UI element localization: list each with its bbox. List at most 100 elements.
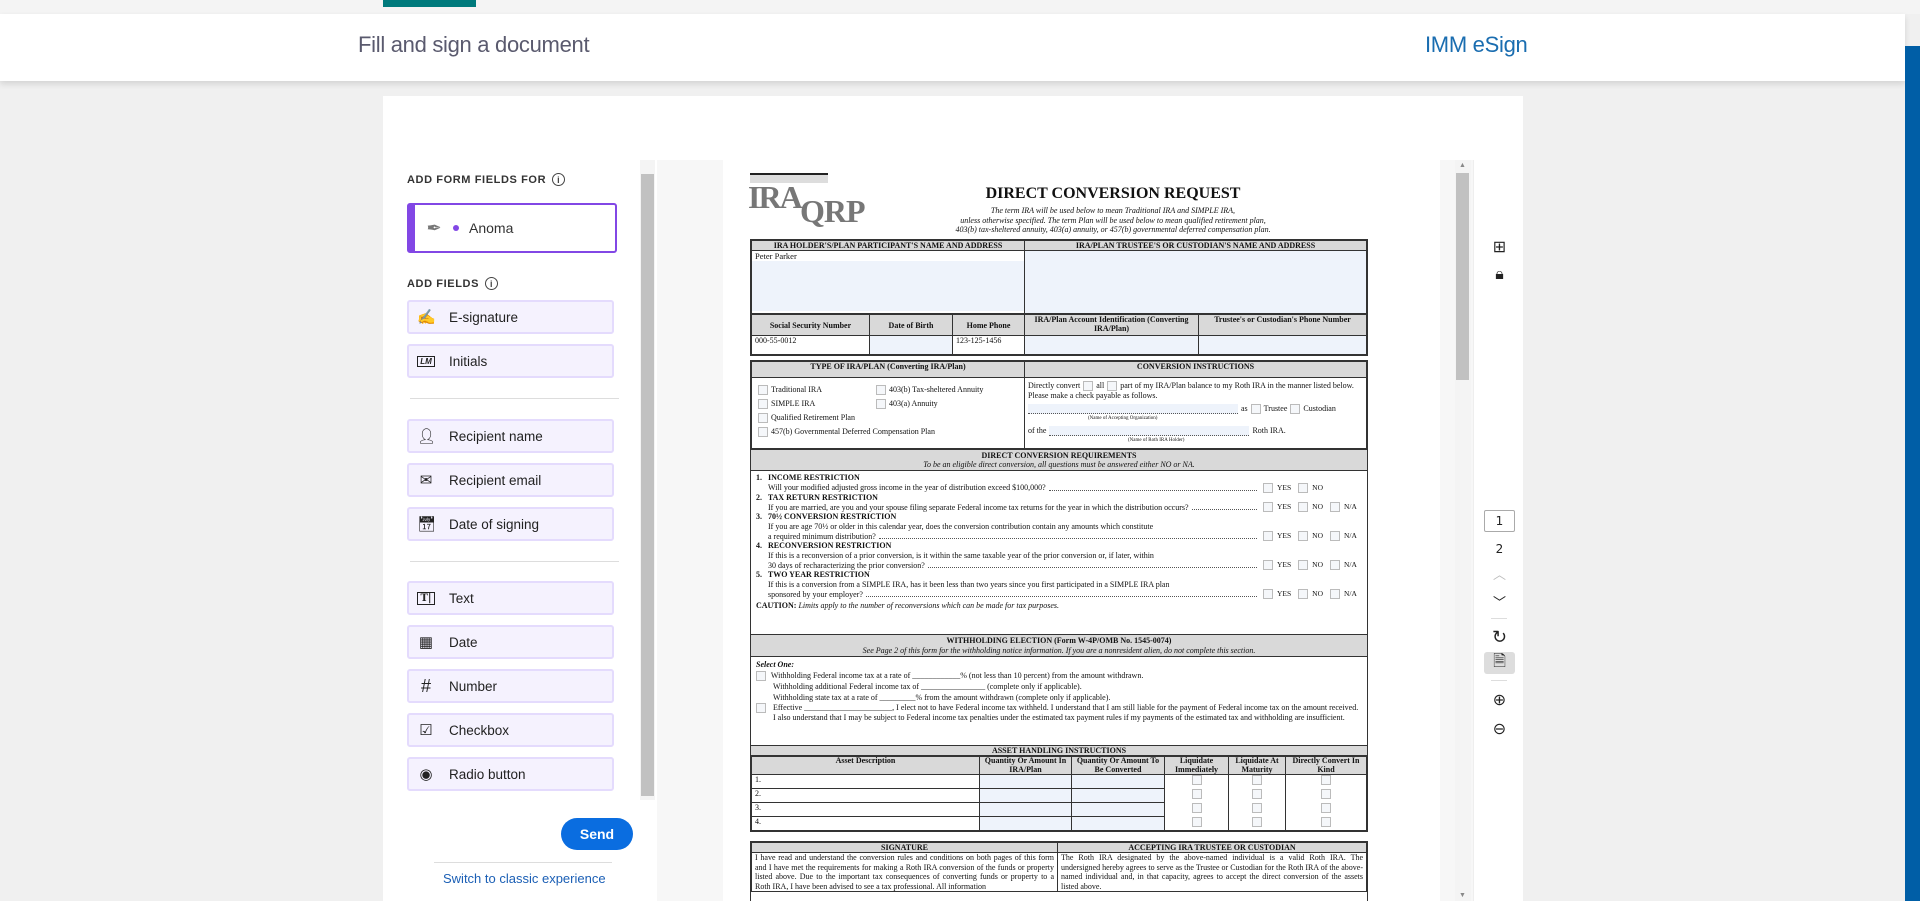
- na-checkbox[interactable]: [1330, 560, 1341, 570]
- phone-field[interactable]: 123-125-1456: [952, 335, 1025, 355]
- document-scrollbar[interactable]: ▲ ▼: [1455, 160, 1471, 901]
- no-checkbox[interactable]: [1298, 531, 1309, 541]
- yes-checkbox[interactable]: [1263, 589, 1273, 599]
- field-radio-button[interactable]: ◉ Radio button: [407, 757, 614, 791]
- scroll-thumb[interactable]: [641, 174, 654, 796]
- checkbox[interactable]: [1252, 775, 1262, 786]
- col-trustee-phone: Trustee's or Custodian's Phone Number: [1198, 314, 1367, 336]
- checkbox[interactable]: [1191, 816, 1202, 827]
- rotate-icon[interactable]: ↻: [1491, 626, 1508, 647]
- app-header: Fill and sign a document IMM eSign: [0, 14, 1905, 81]
- convert-field[interactable]: [1071, 788, 1165, 803]
- checkbox[interactable]: [1321, 802, 1331, 813]
- info-icon[interactable]: i: [485, 277, 498, 290]
- calendar-icon: 📅︎: [417, 516, 437, 533]
- recipient-selector[interactable]: ✒ Anoma: [407, 203, 617, 253]
- page-scrollbar[interactable]: [1905, 46, 1920, 901]
- no-checkbox[interactable]: [1298, 589, 1309, 599]
- info-icon[interactable]: i: [552, 173, 566, 186]
- switch-classic-link[interactable]: Switch to classic experience: [443, 871, 606, 886]
- na-checkbox[interactable]: [1330, 502, 1341, 512]
- checkbox[interactable]: [1321, 816, 1331, 827]
- checkbox[interactable]: [1250, 403, 1261, 414]
- yes-checkbox[interactable]: [1263, 482, 1273, 493]
- grid-view-icon[interactable]: ⊞: [1492, 239, 1507, 256]
- dob-field[interactable]: [869, 335, 953, 355]
- field-date-of-signing[interactable]: 📅︎ Date of signing: [407, 507, 614, 541]
- page-1-button[interactable]: 1: [1484, 510, 1515, 532]
- checkbox[interactable]: [758, 385, 768, 396]
- yes-checkbox[interactable]: [1263, 560, 1273, 570]
- type-conversion-section: TYPE OF IRA/PLAN (Converting IRA/Plan) CO…: [750, 360, 1368, 450]
- field-label: Date of signing: [449, 516, 540, 532]
- amount-field[interactable]: [979, 816, 1072, 831]
- field-recipient-email[interactable]: ✉ Recipient email: [407, 463, 614, 497]
- no-checkbox[interactable]: [1298, 560, 1309, 570]
- label-text: ADD FIELDS: [407, 277, 479, 290]
- hash-icon: #: [420, 675, 431, 696]
- checkbox[interactable]: [1321, 788, 1331, 799]
- field-text[interactable]: T| Text: [407, 581, 614, 615]
- divider: [434, 862, 612, 863]
- checkbox[interactable]: [1252, 802, 1262, 813]
- zoom-out-icon[interactable]: ⊖: [1492, 721, 1507, 738]
- checkbox[interactable]: [756, 703, 766, 714]
- zoom-in-icon[interactable]: ⊕: [1492, 692, 1507, 709]
- field-recipient-name[interactable]: 👤︎ Recipient name: [407, 419, 614, 453]
- yes-checkbox[interactable]: [1263, 531, 1273, 541]
- checkbox[interactable]: [1290, 403, 1301, 414]
- checkbox[interactable]: [1321, 775, 1331, 786]
- brand-name: IMM eSign: [1425, 32, 1528, 57]
- trustee-phone-field[interactable]: [1198, 335, 1367, 355]
- no-checkbox[interactable]: [1298, 482, 1309, 493]
- trustee-name-field[interactable]: [1024, 250, 1367, 314]
- checkbox[interactable]: [1191, 788, 1202, 799]
- editor-card: ADD FORM FIELDS FOR i ✒ Anoma ADD FIELDS i …: [383, 96, 1523, 901]
- checkbox[interactable]: [1191, 802, 1202, 813]
- field-number[interactable]: # Number: [407, 669, 614, 703]
- lock-icon[interactable]: 🔒︎: [1495, 266, 1504, 283]
- na-checkbox[interactable]: [1330, 589, 1341, 599]
- convert-field[interactable]: [1071, 802, 1165, 817]
- checkbox[interactable]: [1083, 381, 1094, 392]
- field-checkbox[interactable]: ☑ Checkbox: [407, 713, 614, 747]
- no-checkbox[interactable]: [1298, 502, 1309, 512]
- fields-scrollbar[interactable]: [640, 160, 655, 800]
- amount-field[interactable]: [979, 802, 1072, 817]
- field-initials[interactable]: LM Initials: [407, 344, 614, 378]
- checkbox[interactable]: [758, 427, 768, 438]
- account-id-field[interactable]: [1024, 335, 1199, 355]
- checkbox[interactable]: [876, 399, 886, 410]
- plan-types: Traditional IRA 403(b) Tax-sheltered Annu…: [751, 377, 1025, 449]
- top-strip: [0, 0, 1920, 14]
- checkbox[interactable]: [1107, 381, 1118, 392]
- accepting-org-field[interactable]: [1028, 403, 1238, 414]
- amount-field[interactable]: [979, 788, 1072, 803]
- fit-page-icon[interactable]: 🗎︎: [1484, 652, 1515, 674]
- send-button[interactable]: Send: [561, 818, 633, 850]
- field-e-signature[interactable]: ✍ E-signature: [407, 300, 614, 334]
- person-icon: 👤︎: [417, 428, 437, 445]
- na-checkbox[interactable]: [1330, 531, 1341, 541]
- checkbox[interactable]: [756, 671, 766, 682]
- checkbox[interactable]: [758, 399, 768, 410]
- convert-field[interactable]: [1071, 774, 1165, 789]
- page-2-button[interactable]: 2: [1495, 542, 1504, 556]
- field-date[interactable]: ▦ Date: [407, 625, 614, 659]
- amount-field[interactable]: [979, 774, 1072, 789]
- label-text: ADD FORM FIELDS FOR: [407, 173, 547, 186]
- chevron-up-icon[interactable]: ︿: [1492, 566, 1506, 582]
- checkbox[interactable]: [1252, 816, 1262, 827]
- convert-field[interactable]: [1071, 816, 1165, 831]
- roth-holder-field[interactable]: [1049, 426, 1250, 437]
- checkbox[interactable]: [876, 385, 886, 396]
- ssn-field[interactable]: 000-55-0012: [751, 335, 870, 355]
- scroll-thumb[interactable]: [1456, 173, 1469, 380]
- checkbox[interactable]: [1252, 788, 1262, 799]
- holder-name-field[interactable]: Peter Parker: [751, 250, 1025, 314]
- chevron-down-icon[interactable]: ﹀: [1492, 594, 1506, 610]
- recipient-color-dot: [453, 225, 459, 231]
- checkbox[interactable]: [758, 413, 768, 424]
- yes-checkbox[interactable]: [1263, 502, 1273, 512]
- checkbox[interactable]: [1191, 775, 1202, 786]
